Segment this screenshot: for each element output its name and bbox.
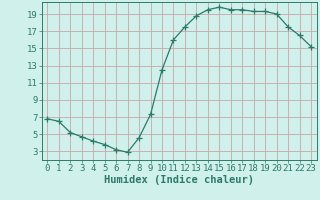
X-axis label: Humidex (Indice chaleur): Humidex (Indice chaleur) [104, 175, 254, 185]
